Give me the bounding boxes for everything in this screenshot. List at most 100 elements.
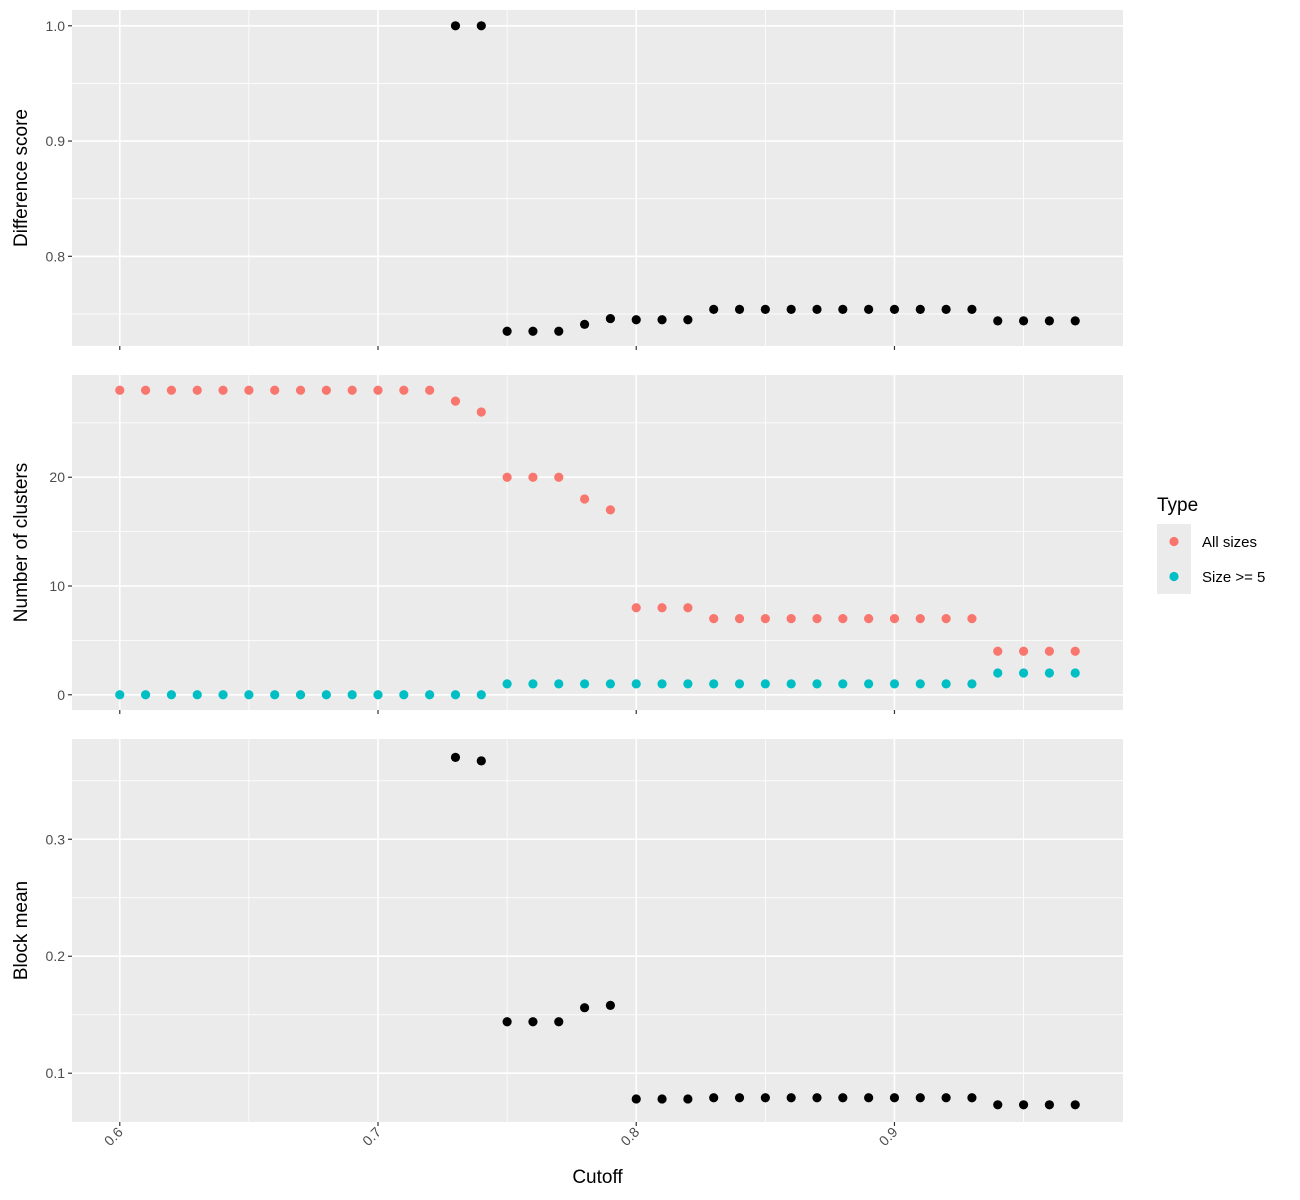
- data-point: [347, 385, 357, 395]
- data-point: [140, 690, 151, 700]
- data-point: [838, 679, 848, 689]
- legend-label: Size >= 5: [1202, 569, 1265, 586]
- data-point: [967, 304, 977, 314]
- data-point: [579, 319, 590, 329]
- data-point: [579, 1003, 590, 1013]
- data-point: [889, 679, 900, 689]
- legend-swatch: [1169, 571, 1179, 582]
- data-point: [166, 690, 177, 700]
- data-point: [812, 679, 822, 689]
- data-point: [476, 756, 486, 766]
- data-point: [218, 385, 228, 395]
- data-point: [993, 316, 1003, 326]
- data-point: [683, 315, 693, 325]
- series-values: [450, 21, 1080, 336]
- data-point: [1018, 1100, 1029, 1110]
- data-point: [1070, 646, 1080, 656]
- data-point: [270, 690, 280, 700]
- x-tick-label: 0.9: [876, 1124, 901, 1149]
- data-point: [812, 304, 822, 314]
- data-point: [295, 690, 306, 700]
- y-tick-label: 0.1: [46, 1065, 66, 1081]
- data-point: [605, 1000, 616, 1010]
- data-point: [1044, 668, 1055, 678]
- y-tick-label: 20: [49, 469, 65, 485]
- y-axis-title: Block mean: [11, 881, 32, 980]
- y-tick-label: 0: [57, 687, 65, 703]
- x-axis-title: Cutoff: [572, 1167, 623, 1188]
- panel-3: 0.1 0.2 0.3 Block mean: [11, 739, 1123, 1126]
- data-point: [709, 304, 719, 314]
- data-point: [528, 326, 538, 336]
- x-tick-label: 0.8: [617, 1124, 642, 1149]
- y-axis-title: Number of clusters: [11, 463, 32, 622]
- x-tick-label: 0.6: [101, 1124, 126, 1149]
- data-point: [528, 472, 538, 482]
- data-point: [450, 752, 461, 762]
- data-point: [967, 1093, 977, 1103]
- data-point: [502, 679, 512, 689]
- data-point: [115, 690, 125, 700]
- data-point: [1070, 668, 1080, 678]
- data-point: [993, 668, 1003, 678]
- data-point: [321, 690, 331, 700]
- data-point: [709, 1093, 719, 1103]
- data-point: [657, 679, 667, 689]
- data-point: [760, 679, 770, 689]
- data-point: [657, 1094, 667, 1104]
- data-point: [347, 690, 357, 700]
- data-point: [450, 21, 461, 31]
- data-point: [502, 1017, 512, 1027]
- data-point: [941, 304, 951, 314]
- data-point: [864, 1093, 874, 1103]
- data-point: [373, 385, 383, 395]
- legend-label: All sizes: [1202, 534, 1257, 551]
- data-point: [1044, 646, 1055, 656]
- data-point: [1044, 1100, 1055, 1110]
- data-point: [838, 614, 848, 624]
- data-point: [218, 690, 228, 700]
- data-point: [993, 646, 1003, 656]
- data-point: [476, 407, 486, 417]
- data-point: [399, 385, 409, 395]
- panel-1: 0.8 0.9 1.0 Difference score: [11, 10, 1123, 350]
- data-point: [450, 690, 461, 700]
- panel-background: [72, 10, 1123, 346]
- data-point: [760, 304, 770, 314]
- data-point: [889, 614, 900, 624]
- data-point: [425, 690, 435, 700]
- data-point: [450, 396, 461, 406]
- data-point: [1018, 646, 1029, 656]
- data-point: [554, 326, 564, 336]
- data-point: [166, 385, 177, 395]
- legend-title: Type: [1157, 495, 1198, 516]
- data-point: [734, 679, 745, 689]
- data-point: [579, 494, 590, 504]
- data-point: [915, 1093, 925, 1103]
- data-point: [864, 304, 874, 314]
- legend: Type All sizes Size >= 5: [1157, 495, 1265, 594]
- data-point: [554, 679, 564, 689]
- legend-entry: All sizes: [1157, 524, 1257, 559]
- data-point: [657, 603, 667, 613]
- y-tick-label: 0.2: [46, 948, 66, 964]
- data-point: [192, 385, 202, 395]
- data-point: [502, 472, 512, 482]
- data-point: [786, 304, 796, 314]
- data-point: [631, 1094, 641, 1104]
- data-point: [1070, 316, 1080, 326]
- data-point: [760, 1093, 770, 1103]
- data-point: [554, 472, 564, 482]
- data-point: [321, 385, 331, 395]
- data-point: [1044, 316, 1055, 326]
- series-size-5: [115, 668, 1080, 700]
- data-point: [941, 679, 951, 689]
- data-point: [140, 385, 151, 395]
- data-point: [709, 679, 719, 689]
- data-point: [889, 1093, 900, 1103]
- data-point: [993, 1100, 1003, 1110]
- chart-panels: 0.8 0.9 1.0 Difference score 0 10 20 Number of …: [11, 10, 1123, 1149]
- data-point: [605, 679, 616, 689]
- data-point: [967, 679, 977, 689]
